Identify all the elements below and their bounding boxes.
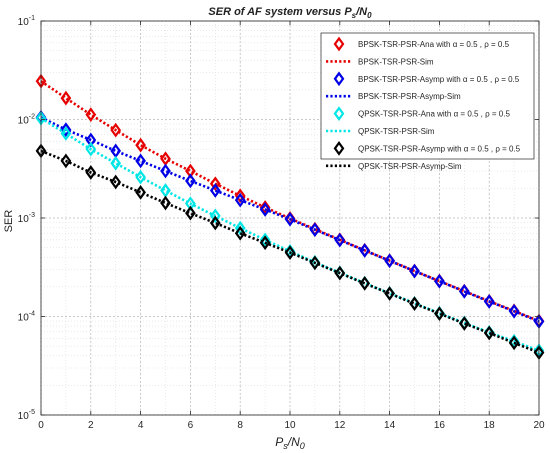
data-marker	[110, 122, 122, 138]
axes: 0 2 4 6 8 10 12 14 16 18 20 10-5 10-4 10-3 10-2 10-1	[18, 15, 545, 431]
data-marker	[135, 169, 146, 185]
data-marker	[384, 286, 395, 301]
data-marker	[135, 153, 146, 169]
series-8	[40, 149, 540, 354]
series-6	[40, 117, 540, 352]
y-tick-label: 10-2	[18, 114, 35, 127]
series-line	[40, 80, 540, 323]
chart-title-main: SER of AF system versus P	[208, 6, 352, 18]
legend-marker	[333, 141, 345, 156]
x-tick-label: 2	[88, 420, 94, 431]
legend-item-1: BPSK-TSR-PSR-Ana with α = 0.5 , ρ = 0.5	[333, 36, 510, 52]
legend-label: QPSK-TSR-PSR-Asymp-Sim	[358, 162, 462, 171]
data-marker	[359, 243, 371, 258]
legend-label: BPSK-TSR-PSR-Sim	[358, 57, 434, 66]
data-marker	[160, 195, 171, 211]
data-marker	[384, 253, 395, 269]
series-2	[40, 80, 540, 323]
chart-title: SER of AF system versus Ps/N0	[208, 6, 372, 20]
legend-marker	[333, 36, 345, 52]
x-tick-label: 8	[237, 420, 243, 431]
y-tick-label: 10-1	[18, 15, 35, 28]
x-axis-label: Ps/N0	[275, 435, 305, 451]
legend-marker	[333, 106, 345, 121]
x-tick-label: 4	[138, 420, 144, 431]
x-axis-label-main: P	[275, 435, 283, 449]
y-tick-label: 10-4	[18, 311, 35, 324]
chart-title-sub2: 0	[367, 11, 372, 20]
y-tick-label: 10-3	[18, 212, 35, 225]
series-line	[40, 117, 540, 352]
legend-label: QPSK-TSR-PSR-Sim	[358, 127, 435, 136]
legend-item-2: BPSK-TSR-PSR-Sim	[326, 57, 434, 66]
data-marker	[135, 185, 146, 200]
legend: BPSK-TSR-PSR-Ana with α = 0.5 , ρ = 0.5 B…	[320, 32, 535, 171]
legend-label: BPSK-TSR-PSR-Asymp with α = 0.5 , ρ = 0.…	[358, 75, 520, 84]
y-tick-label: 10-5	[18, 409, 35, 422]
data-marker	[85, 141, 97, 157]
x-tick-label: 14	[384, 420, 396, 431]
data-marker	[334, 232, 346, 248]
data-marker	[259, 200, 271, 215]
x-axis-label-slash: /N	[287, 435, 300, 449]
x-tick-label: 10	[284, 420, 296, 431]
data-marker	[85, 107, 97, 123]
data-marker	[334, 265, 346, 281]
legend-marker	[333, 71, 345, 87]
data-marker	[110, 174, 122, 190]
data-marker	[209, 208, 221, 224]
data-marker	[85, 165, 97, 180]
data-marker	[359, 275, 371, 291]
series-line	[40, 149, 540, 354]
legend-item-5: QPSK-TSR-PSR-Ana with α = 0.5 , ρ = 0.5	[333, 106, 510, 121]
x-tick-label: 12	[334, 420, 346, 431]
legend-item-3: BPSK-TSR-PSR-Asymp with α = 0.5 , ρ = 0.…	[333, 71, 520, 87]
x-tick-label: 16	[434, 420, 446, 431]
data-marker	[309, 222, 321, 238]
legend-item-7: QPSK-TSR-PSR-Asymp with α = 0.5 , ρ = 0.…	[333, 141, 521, 156]
data-marker	[309, 255, 321, 271]
y-axis-label: SER	[3, 210, 15, 233]
series-4	[40, 116, 540, 323]
legend-label: BPSK-TSR-PSR-Ana with α = 0.5 , ρ = 0.5	[358, 40, 510, 49]
legend-item-4: BPSK-TSR-PSR-Asymp-Sim	[326, 92, 461, 101]
chart-title-slash: /N	[355, 6, 368, 18]
x-axis-label-sub2: 0	[300, 441, 305, 451]
x-tick-label: 18	[484, 420, 496, 431]
legend-item-6: QPSK-TSR-PSR-Sim	[326, 127, 435, 136]
plot-area: 0 2 4 6 8 10 12 14 16 18 20 10-5 10-4 10-3 10-2 10-1	[18, 15, 545, 431]
legend-label: QPSK-TSR-PSR-Ana with α = 0.5 , ρ = 0.5	[358, 110, 510, 119]
x-tick-label: 0	[38, 420, 44, 431]
legend-label: BPSK-TSR-PSR-Asymp-Sim	[358, 92, 461, 101]
legend-box	[320, 32, 535, 160]
chart-title-sub: s	[352, 11, 357, 20]
x-axis-label-sub: s	[283, 441, 288, 451]
data-marker	[60, 126, 72, 141]
data-marker	[508, 303, 520, 319]
series-line	[40, 116, 540, 323]
x-tick-label: 20	[533, 420, 545, 431]
x-tick-label: 6	[188, 420, 194, 431]
legend-item-8: QPSK-TSR-PSR-Asymp-Sim	[326, 162, 462, 171]
data-marker	[60, 122, 72, 137]
legend-label: QPSK-TSR-PSR-Asymp with α = 0.5 , ρ = 0.…	[358, 144, 521, 153]
grid	[40, 20, 540, 416]
